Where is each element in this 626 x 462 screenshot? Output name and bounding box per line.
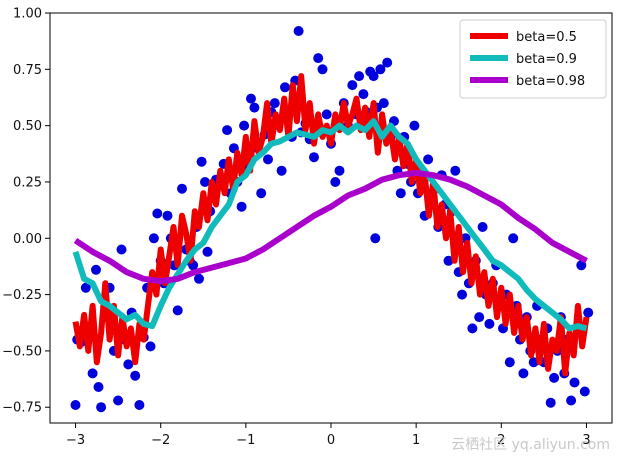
x-tick-label: −1 — [236, 433, 255, 448]
scatter-point — [508, 233, 519, 244]
x-tick-label: −3 — [66, 433, 85, 448]
scatter-point — [134, 400, 145, 410]
series-line-3 — [73, 169, 588, 285]
scatter-point — [321, 109, 332, 120]
scatter-point — [334, 165, 345, 176]
scatter-point — [443, 255, 454, 266]
scatter-point — [579, 386, 590, 397]
x-tick-label: 2 — [497, 433, 505, 448]
scatter-point — [545, 397, 556, 408]
y-tick-label: −0.75 — [2, 401, 42, 416]
scatter-point — [177, 183, 187, 194]
x-tick-label: 1 — [412, 433, 420, 448]
scatter-point — [576, 260, 587, 271]
scatter-point — [317, 64, 328, 75]
scatter-point — [528, 357, 539, 368]
legend: beta=0.5 beta=0.9 beta=0.98 — [459, 19, 607, 99]
scatter-point — [152, 208, 163, 219]
scatter-point — [395, 188, 406, 199]
scatter-point — [467, 323, 478, 334]
scatter-point — [423, 154, 434, 165]
scatter-point — [347, 80, 358, 91]
scatter-point — [276, 165, 287, 176]
scatter-point — [202, 246, 213, 257]
scatter-point — [200, 177, 210, 187]
scatter-point — [269, 98, 280, 109]
scatter-point — [375, 64, 386, 75]
legend-label: beta=0.5 — [516, 30, 577, 45]
scatter-point — [80, 282, 91, 293]
scatter-point — [123, 359, 134, 370]
x-tick-label: 3 — [582, 433, 590, 448]
scatter-point — [172, 305, 183, 316]
scatter-point — [87, 368, 98, 379]
scatter-point — [569, 377, 580, 388]
watermark: 云栖社区 yq.aliyun.com — [451, 437, 610, 453]
scatter-point — [549, 372, 560, 383]
scatter-point — [194, 273, 204, 284]
scatter-point — [246, 93, 256, 104]
scatter-point — [222, 125, 233, 136]
x-tick-label: −2 — [151, 433, 170, 448]
y-tick-label: 0.00 — [13, 232, 42, 247]
scatter-point — [91, 264, 101, 275]
scatter-point — [113, 395, 124, 406]
scatter-point — [96, 402, 107, 413]
scatter-point — [309, 152, 319, 163]
scatter-point — [518, 368, 529, 379]
scatter-point — [330, 177, 341, 187]
scatter-point — [409, 120, 420, 131]
y-tick-label: 0.50 — [13, 119, 42, 134]
scatter-point — [256, 188, 267, 199]
series-line-2 — [72, 118, 588, 332]
scatter-point — [313, 53, 324, 64]
scatter-point — [130, 370, 141, 381]
y-tick-label: 0.25 — [13, 175, 42, 190]
scatter-point — [293, 26, 304, 36]
scatter-point — [583, 307, 594, 318]
series-line-1 — [72, 73, 590, 377]
scatter-point — [484, 318, 495, 329]
y-tick-label: 1.00 — [13, 7, 42, 22]
scatter-point — [378, 98, 389, 109]
legend-label: beta=0.98 — [516, 74, 585, 89]
scatter-point — [93, 382, 104, 392]
scatter-point — [382, 57, 393, 68]
y-tick-label: 0.75 — [13, 63, 42, 78]
scatter-point — [263, 154, 273, 165]
scatter-point — [196, 156, 207, 167]
scatter-point — [249, 102, 260, 113]
scatter-point — [236, 201, 247, 212]
x-axis: −3 −2 −1 0 1 2 3 — [66, 423, 591, 448]
scatter-point — [148, 233, 159, 244]
scatter-point — [566, 395, 577, 406]
y-tick-label: −0.50 — [2, 344, 42, 359]
scatter-point — [162, 210, 173, 221]
scatter-point — [457, 289, 468, 300]
y-axis: −0.75 −0.50 −0.25 0.00 0.25 0.50 0.75 1.00 — [2, 7, 50, 416]
scatter-point — [280, 82, 290, 93]
scatter-point — [145, 341, 156, 352]
scatter-point — [358, 89, 369, 100]
scatter-point — [354, 71, 365, 82]
y-tick-label: −0.25 — [2, 288, 42, 303]
scatter-point — [116, 244, 127, 255]
series-lines — [72, 73, 590, 377]
scatter-point — [450, 165, 461, 176]
scatter-point — [504, 357, 515, 368]
scatter-point — [474, 312, 485, 323]
scatter-point — [368, 71, 379, 82]
scatter-point — [370, 233, 381, 244]
legend-label: beta=0.9 — [516, 52, 577, 67]
scatter-point — [70, 400, 81, 410]
scatter-point — [477, 222, 488, 232]
scatter-point — [239, 120, 250, 131]
x-tick-label: 0 — [327, 433, 335, 448]
